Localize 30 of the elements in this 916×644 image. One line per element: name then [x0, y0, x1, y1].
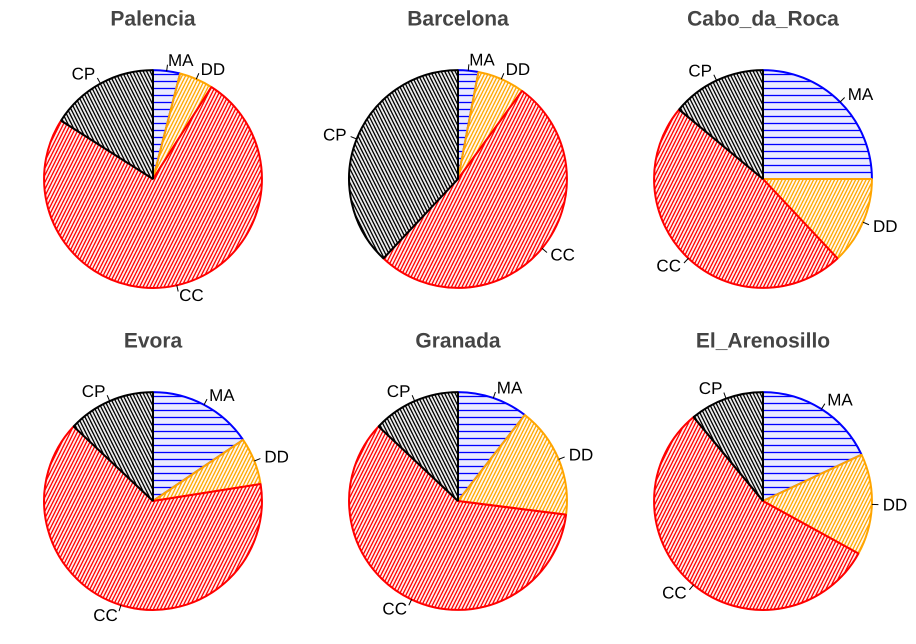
slice-label: CP: [72, 64, 96, 84]
slice-label: CP: [698, 378, 722, 398]
slice-label: CC: [656, 256, 681, 276]
slice-label: CC: [179, 286, 204, 306]
slice-label: DD: [506, 60, 530, 79]
chart-title: Evora: [124, 330, 183, 352]
slice-label: CC: [93, 606, 118, 625]
slice-label: MA: [209, 386, 236, 405]
chart-title: Palencia: [110, 8, 196, 30]
slice-label: CP: [688, 61, 712, 80]
chart-title: Granada: [415, 330, 501, 352]
slice-label: CP: [386, 382, 410, 401]
slice-label: DD: [568, 446, 594, 465]
chart-title: El_Arenosillo: [696, 330, 830, 352]
slice-label: CC: [382, 600, 407, 619]
slice-label: DD: [264, 447, 289, 466]
slice-label: MA: [496, 378, 523, 398]
slice-label: MA: [168, 50, 194, 70]
chart-title: Barcelona: [407, 8, 510, 30]
chart-title: Cabo_da_Roca: [687, 8, 840, 30]
slice-label: DD: [200, 60, 226, 79]
slice-label: CC: [662, 584, 687, 603]
slice-label: MA: [827, 390, 854, 410]
slice-label: CP: [322, 125, 347, 144]
slice-label: CP: [82, 382, 106, 401]
slice-label: MA: [848, 84, 874, 104]
slice-label: MA: [469, 50, 496, 70]
slice-label: CC: [550, 246, 575, 265]
slice-label: DD: [882, 495, 908, 514]
slice-label: DD: [872, 216, 898, 236]
